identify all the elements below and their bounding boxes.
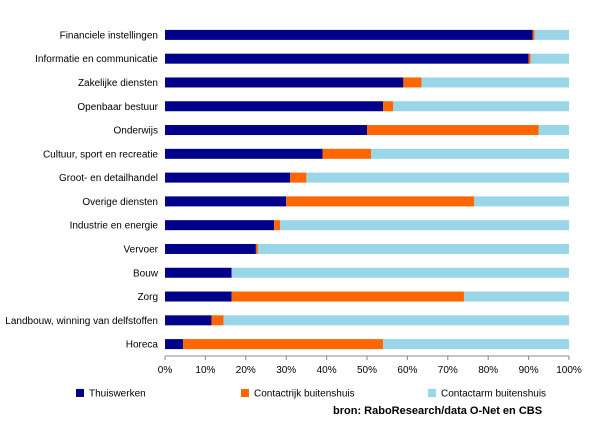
bar-segment-contactrijk-buitenshuis: [367, 125, 539, 136]
bar-segment-contactarm-buitenshuis: [231, 267, 569, 278]
x-tick-label: 30%: [276, 365, 296, 376]
source-note: bron: RaboResearch/data O-Net en CBS: [333, 405, 542, 417]
category-label: Zakelijke diensten: [78, 78, 158, 89]
x-tick-label: 80%: [478, 365, 498, 376]
bar-segment-contactarm-buitenshuis: [538, 125, 569, 136]
bar-segment-contactrijk-buitenshuis: [274, 220, 281, 231]
bar-segment-contactarm-buitenshuis: [474, 196, 569, 207]
category-label: Horeca: [126, 340, 159, 351]
bar-segment-contactrijk-buitenshuis: [286, 196, 475, 207]
category-label: Overige diensten: [82, 197, 158, 208]
category-labels: Financiele instellingen Informatie en com…: [5, 30, 158, 350]
category-label: Vervoer: [124, 244, 159, 255]
bar-segment-contactrijk-buitenshuis: [403, 77, 422, 88]
x-tick-label: 60%: [397, 365, 417, 376]
bar-segment-thuiswerken: [165, 77, 404, 88]
bar-segment-thuiswerken: [165, 53, 529, 64]
bar-segment-contactrijk-buitenshuis: [532, 29, 535, 40]
x-tick-label: 10%: [195, 365, 215, 376]
legend-label: Contactrijk buitenshuis: [254, 389, 355, 400]
bar-segment-thuiswerken: [165, 101, 384, 112]
bars-group: [165, 29, 569, 350]
bar-segment-contactrijk-buitenshuis: [290, 172, 307, 183]
bar-segment-contactarm-buitenshuis: [306, 172, 569, 183]
bar-segment-thuiswerken: [165, 315, 212, 326]
bar-segment-contactrijk-buitenshuis: [211, 315, 224, 326]
bar-segment-contactrijk-buitenshuis: [528, 53, 531, 64]
bar-segment-contactrijk-buitenshuis: [383, 101, 394, 112]
category-label: Financiele instellingen: [60, 30, 158, 41]
x-tick-label: 90%: [519, 365, 539, 376]
legend-label: Thuiswerken: [89, 389, 146, 400]
category-label: Landbouw, winning van delfstoffen: [5, 316, 158, 327]
x-tick-label: 40%: [317, 365, 337, 376]
bar-segment-contactarm-buitenshuis: [421, 77, 569, 88]
x-tick-label: 0%: [158, 365, 173, 376]
bar-segment-thuiswerken: [165, 29, 533, 40]
category-label: Openbaar bestuur: [77, 102, 158, 113]
legend-swatch: [241, 389, 249, 397]
bar-segment-thuiswerken: [165, 220, 275, 231]
bar-segment-contactarm-buitenshuis: [463, 291, 569, 302]
x-tick-label: 70%: [438, 365, 458, 376]
bar-segment-contactarm-buitenshuis: [534, 29, 569, 40]
bar-segment-contactarm-buitenshuis: [223, 315, 569, 326]
category-label: Cultuur, sport en recreatie: [43, 149, 158, 160]
bar-segment-thuiswerken: [165, 243, 256, 254]
category-label: Informatie en communicatie: [35, 54, 158, 65]
bar-segment-contactarm-buitenshuis: [371, 148, 569, 159]
legend-swatch: [428, 389, 436, 397]
legend-label: Contactarm buitenshuis: [441, 389, 546, 400]
legend: Thuiswerken Contactrijk buitenshuis Contac…: [76, 389, 546, 400]
bar-segment-contactarm-buitenshuis: [393, 101, 569, 112]
bar-segment-thuiswerken: [165, 172, 291, 183]
bar-segment-contactrijk-buitenshuis: [322, 148, 372, 159]
bar-segment-contactarm-buitenshuis: [257, 243, 569, 254]
x-tick-label: 20%: [236, 365, 256, 376]
bar-segment-thuiswerken: [165, 148, 323, 159]
legend-swatch: [76, 389, 84, 397]
bar-segment-contactarm-buitenshuis: [383, 339, 569, 350]
bar-segment-contactarm-buitenshuis: [280, 220, 569, 231]
x-tick-label: 50%: [357, 365, 377, 376]
x-tick-label: 100%: [556, 365, 582, 376]
category-label: Zorg: [137, 292, 158, 303]
bar-segment-thuiswerken: [165, 291, 232, 302]
bar-segment-thuiswerken: [165, 125, 367, 136]
category-label: Industrie en energie: [70, 221, 159, 232]
bar-segment-thuiswerken: [165, 339, 184, 350]
category-label: Groot- en detailhandel: [59, 173, 158, 184]
bar-segment-thuiswerken: [165, 267, 232, 278]
bar-segment-contactrijk-buitenshuis: [231, 291, 464, 302]
x-axis: 0% 10% 20% 30% 40% 50% 60% 70% 80% 90% 100%: [158, 355, 582, 376]
bar-segment-contactarm-buitenshuis: [530, 53, 569, 64]
bar-segment-thuiswerken: [165, 196, 287, 207]
category-label: Onderwijs: [114, 126, 158, 137]
bar-segment-contactrijk-buitenshuis: [183, 339, 384, 350]
bar-segment-contactrijk-buitenshuis: [255, 243, 258, 254]
category-label: Bouw: [133, 268, 159, 279]
